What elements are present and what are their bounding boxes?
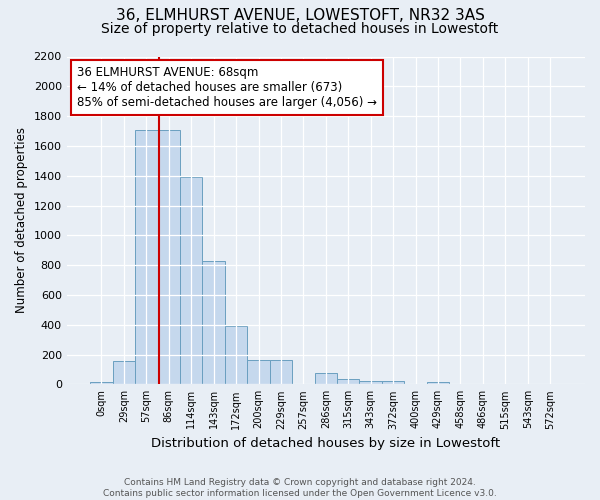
Bar bbox=[90, 382, 113, 384]
Bar bbox=[337, 379, 359, 384]
Bar bbox=[180, 177, 202, 384]
Bar bbox=[158, 130, 180, 384]
Bar bbox=[225, 326, 247, 384]
Bar bbox=[382, 380, 404, 384]
Text: Contains HM Land Registry data © Crown copyright and database right 2024.
Contai: Contains HM Land Registry data © Crown c… bbox=[103, 478, 497, 498]
Bar bbox=[202, 260, 225, 384]
Y-axis label: Number of detached properties: Number of detached properties bbox=[15, 128, 28, 314]
Bar bbox=[247, 360, 270, 384]
Text: 36 ELMHURST AVENUE: 68sqm
← 14% of detached houses are smaller (673)
85% of semi: 36 ELMHURST AVENUE: 68sqm ← 14% of detac… bbox=[77, 66, 377, 110]
Bar bbox=[427, 382, 449, 384]
Bar bbox=[270, 360, 292, 384]
Bar bbox=[314, 373, 337, 384]
X-axis label: Distribution of detached houses by size in Lowestoft: Distribution of detached houses by size … bbox=[151, 437, 500, 450]
Text: 36, ELMHURST AVENUE, LOWESTOFT, NR32 3AS: 36, ELMHURST AVENUE, LOWESTOFT, NR32 3AS bbox=[116, 8, 484, 22]
Text: Size of property relative to detached houses in Lowestoft: Size of property relative to detached ho… bbox=[101, 22, 499, 36]
Bar bbox=[135, 130, 158, 384]
Bar bbox=[359, 382, 382, 384]
Bar bbox=[113, 361, 135, 384]
